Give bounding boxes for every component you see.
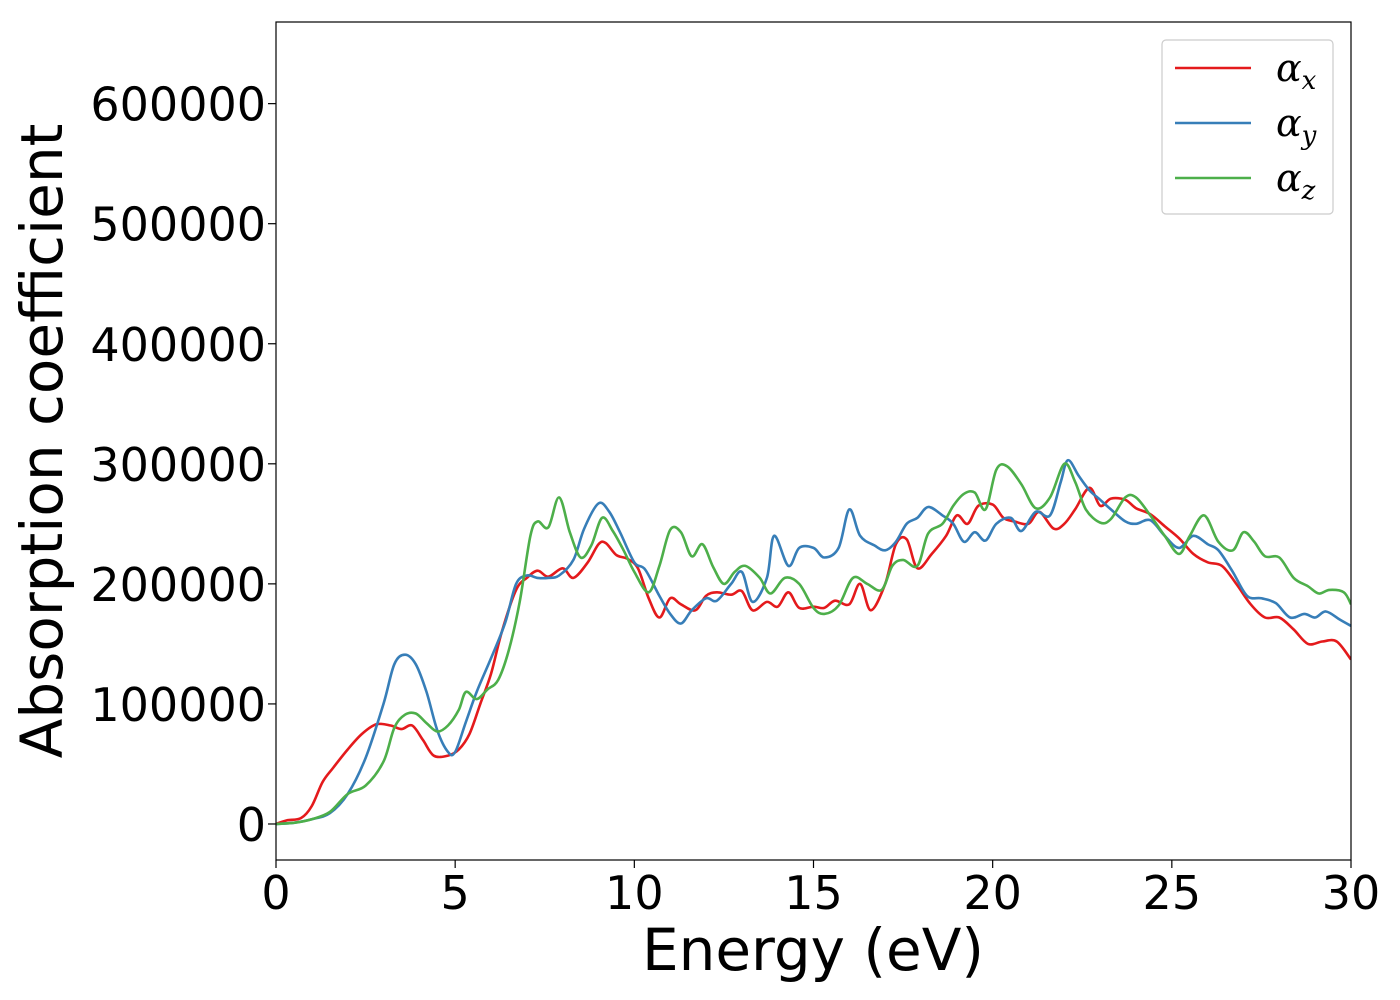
y-axis: 0 100000 200000 300000 400000 500000 600000 [90,78,276,852]
legend-symbol: α [1276,156,1302,200]
y-tick-label: 100000 [90,678,266,732]
y-tick-label: 600000 [90,78,266,132]
x-tick-label: 20 [963,866,1022,920]
legend-subscript: z [1301,176,1316,206]
legend-label-z: αz [1276,156,1316,206]
series-layer [276,458,1351,826]
y-axis-title: Absorption coefficient [8,124,76,759]
legend-label-y: αy [1276,101,1317,151]
legend-symbol: α [1276,46,1302,90]
series-line-y [276,458,1351,826]
x-axis: 0 5 10 15 20 25 30 [261,860,1380,920]
y-tick-label: 0 [237,798,266,852]
y-tick-label: 400000 [90,318,266,372]
y-tick-label: 500000 [90,198,266,252]
x-tick-label: 0 [261,866,290,920]
x-tick-label: 25 [1143,866,1202,920]
legend-subscript: x [1302,66,1317,96]
x-tick-label: 30 [1322,866,1381,920]
x-tick-label: 10 [605,866,664,920]
x-axis-title: Energy (eV) [642,916,984,984]
y-tick-label: 300000 [90,438,266,492]
legend-frame [1161,39,1334,215]
x-tick-label: 5 [441,866,470,920]
y-tick-label: 200000 [90,558,266,612]
legend-label-x: αx [1276,46,1317,96]
legend-symbol: α [1276,101,1302,145]
legend-subscript: y [1301,121,1317,151]
x-tick-label: 15 [784,866,843,920]
series-line-z [276,462,1351,826]
